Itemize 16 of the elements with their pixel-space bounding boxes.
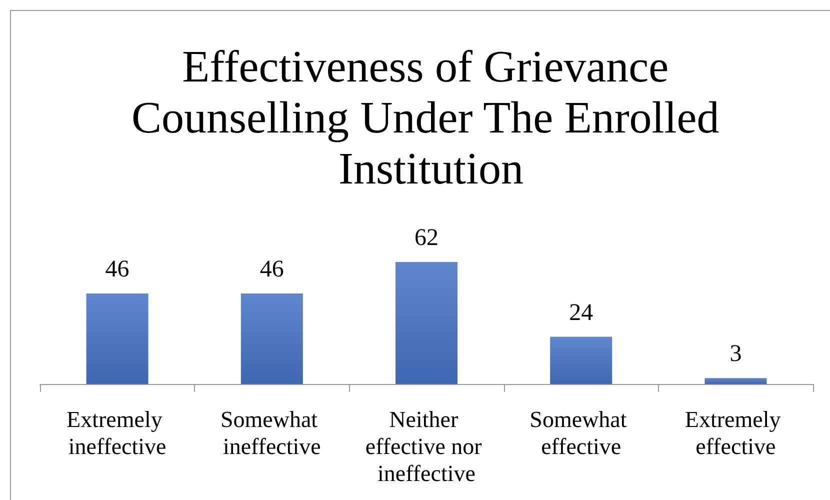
bar bbox=[240, 293, 303, 384]
bar bbox=[396, 262, 458, 384]
x-tick-label: Somewhat ineffective bbox=[220, 407, 324, 459]
data-label: 3 bbox=[730, 341, 742, 368]
x-tick-label: Somewhat effective bbox=[530, 407, 633, 459]
x-tick-label: Extremely ineffective bbox=[66, 407, 168, 459]
data-label: 46 bbox=[260, 256, 284, 282]
x-tick-label: Extremely effective bbox=[684, 407, 786, 459]
bar bbox=[86, 293, 148, 384]
chart-title: Effectiveness of Grievance Counselling Under The Enrolled Institution bbox=[131, 42, 731, 194]
data-label: 46 bbox=[105, 256, 130, 282]
x-tick-label: Neither effective nor ineffective bbox=[365, 407, 488, 486]
data-label: 24 bbox=[569, 300, 594, 326]
data-label: 62 bbox=[414, 225, 438, 251]
bar bbox=[704, 378, 767, 384]
bar bbox=[550, 336, 612, 384]
